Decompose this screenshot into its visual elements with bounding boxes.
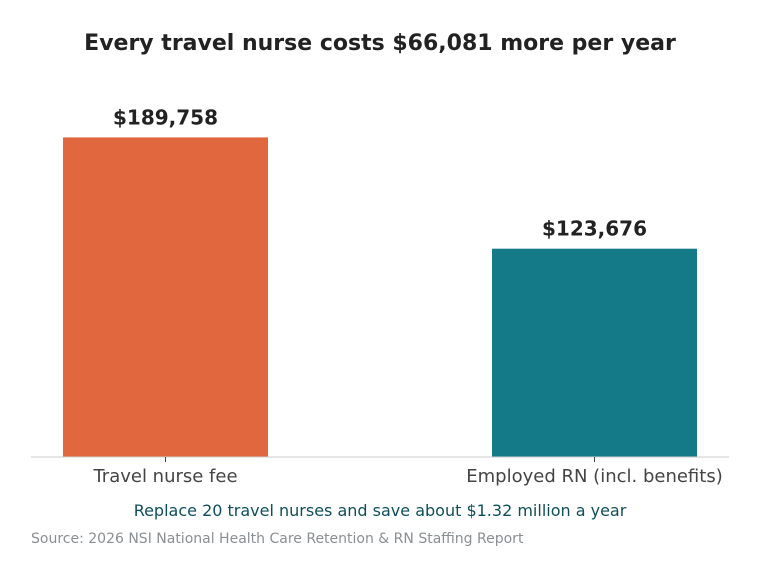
bar-0 — [63, 137, 268, 457]
value-labels-group: $189,758 $123,676 — [113, 105, 647, 240]
x-tick-label-0: Travel nurse fee — [92, 466, 237, 487]
x-tick-label-1: Employed RN (incl. benefits) — [466, 466, 722, 487]
source-note: Source: 2026 NSI National Health Care Re… — [31, 531, 524, 547]
chart-title: Every travel nurse costs $66,081 more pe… — [84, 31, 676, 56]
x-tick-labels-group: Travel nurse fee Employed RN (incl. benef… — [92, 466, 722, 487]
bars-group — [63, 137, 697, 457]
value-label-1: $123,676 — [542, 217, 647, 241]
value-label-0: $189,758 — [113, 105, 218, 129]
x-ticks-group — [165, 457, 595, 462]
savings-annotation: Replace 20 travel nurses and save about … — [134, 501, 627, 520]
bar-1 — [492, 248, 697, 457]
